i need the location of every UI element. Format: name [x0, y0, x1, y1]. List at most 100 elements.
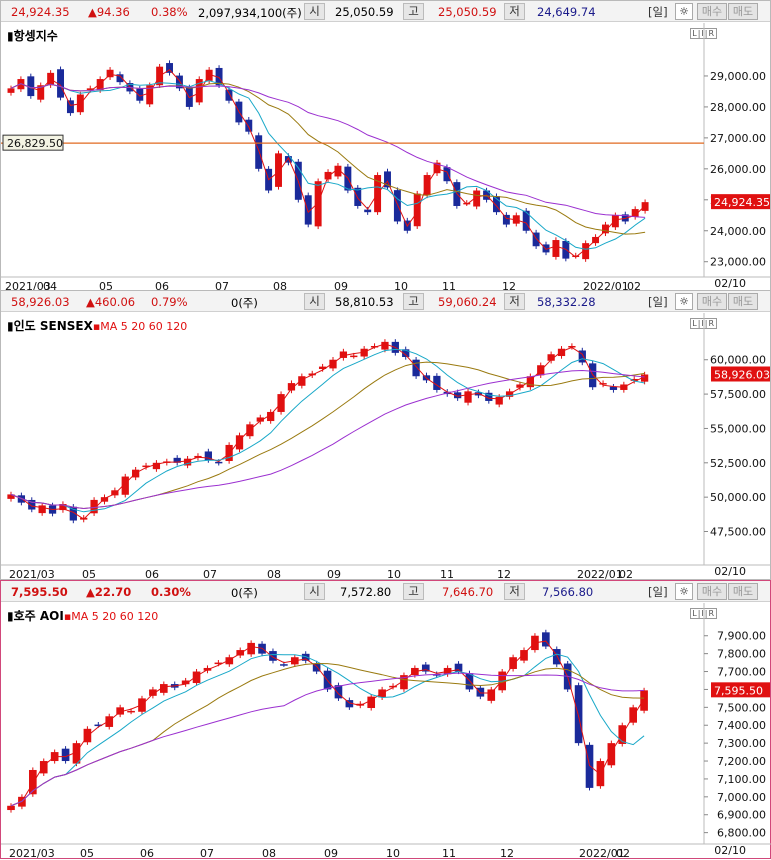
candle-body: [400, 675, 408, 690]
candle-body: [607, 743, 616, 766]
x-tick-label: 02: [627, 280, 641, 293]
candle-body: [215, 67, 223, 86]
candle-body: [611, 215, 619, 228]
low-value: 58,332.28: [537, 295, 596, 309]
candle-body: [402, 349, 410, 357]
candle-body: [354, 187, 362, 206]
candle-body: [381, 341, 389, 350]
candle-body: [235, 435, 244, 450]
open-label: 시: [304, 583, 325, 600]
chart-panel-sensex[interactable]: 58,926.03 ▲460.06 0.79% 0(주) 시 58,810.53…: [0, 290, 771, 581]
candle-body: [215, 461, 223, 464]
open-value: 25,050.59: [335, 5, 394, 19]
candle-body: [7, 494, 15, 499]
buy-button[interactable]: 매수: [697, 3, 727, 20]
y-tick-label: 7,700.00: [717, 666, 766, 679]
period-selector[interactable]: [일]: [648, 5, 668, 19]
candle-body: [542, 632, 550, 647]
candle-body: [314, 181, 322, 227]
x-tick-label: 05: [80, 847, 94, 860]
candle-body: [29, 769, 37, 795]
chart-title-text: 인도 SENSEX: [13, 319, 93, 333]
ma120-line: [10, 672, 645, 807]
candle-body: [255, 135, 263, 169]
current-price: 24,924.35: [11, 5, 70, 19]
candle-body: [256, 417, 264, 422]
ma120-line: [10, 83, 646, 218]
candle-body: [247, 642, 255, 655]
y-tick-label: 27,000.00: [710, 132, 766, 145]
x-tick-label: 06: [155, 280, 169, 293]
date-end: 02/10: [714, 565, 746, 578]
candle-body: [578, 350, 586, 363]
candle-body: [454, 392, 462, 399]
quote-header: 24,924.35 ▲94.36 0.38% 2,097,934,100(주) …: [1, 1, 770, 22]
aoi-chart: 7,900.007,800.007,700.007,600.007,500.00…: [1, 603, 771, 860]
chart-panel-hangseng[interactable]: 24,924.35 ▲94.36 0.38% 2,097,934,100(주) …: [0, 0, 771, 293]
candle-body: [389, 685, 397, 688]
x-tick-label: 11: [442, 280, 456, 293]
candle-body: [175, 75, 183, 89]
current-price-tag-label: 24,924.35: [714, 196, 770, 209]
settings-icon[interactable]: ☼: [675, 583, 693, 600]
chart-panel-aoi[interactable]: 7,595.50 ▲22.70 0.30% 0(주) 시 7,572.80 고 …: [0, 580, 771, 860]
y-tick-label: 47,500.00: [710, 526, 766, 539]
candle-body: [225, 89, 233, 101]
x-tick-label: 02: [616, 847, 630, 860]
candle-body: [640, 374, 649, 382]
settings-icon[interactable]: ☼: [675, 3, 693, 20]
y-tick-label: 23,000.00: [710, 256, 766, 269]
current-price-tag-label: 7,595.50: [714, 684, 763, 697]
candle-body: [464, 391, 472, 403]
buy-button[interactable]: 매수: [697, 583, 727, 600]
period-selector[interactable]: [일]: [648, 585, 668, 599]
candle-body: [146, 85, 154, 105]
candle-body: [585, 744, 594, 788]
candle-body: [574, 685, 583, 744]
candle-body: [69, 506, 77, 521]
x-tick-label: 11: [440, 568, 454, 581]
candle-body: [267, 411, 275, 422]
candle-body: [149, 689, 157, 696]
candle-body: [121, 476, 129, 495]
buy-button[interactable]: 매수: [697, 293, 727, 310]
x-tick-label: 2022/01: [583, 280, 629, 293]
x-tick-label: 08: [273, 280, 287, 293]
price-change: ▲94.36: [88, 5, 130, 19]
candle-body: [502, 214, 510, 225]
y-tick-label: 7,900.00: [717, 630, 766, 643]
candle-body: [100, 497, 109, 502]
candle-body: [412, 359, 420, 377]
x-tick-label: 2021/03: [9, 568, 55, 581]
candle-body: [609, 386, 618, 390]
candle-body: [443, 167, 451, 182]
x-tick-label: 07: [215, 280, 229, 293]
sell-button[interactable]: 매도: [728, 3, 758, 20]
x-tick-label: 11: [442, 847, 456, 860]
volume: 2,097,934,100(주): [198, 6, 302, 20]
ma20-line: [10, 653, 645, 807]
ma20-line: [10, 80, 646, 250]
candle-body: [345, 700, 354, 708]
settings-icon[interactable]: ☼: [675, 293, 693, 310]
candle-body: [195, 79, 203, 103]
candle-body: [280, 664, 288, 666]
candle-body: [640, 690, 648, 711]
y-tick-label: 57,500.00: [710, 388, 766, 401]
candle-body: [37, 85, 45, 100]
sell-button[interactable]: 매도: [728, 583, 758, 600]
reference-label: 26,829.50: [7, 137, 63, 150]
sell-button[interactable]: 매도: [728, 293, 758, 310]
period-selector[interactable]: [일]: [648, 295, 668, 309]
candle-body: [90, 499, 98, 514]
y-tick-label: 60,000.00: [710, 354, 766, 367]
price-change-pct: 0.38%: [151, 5, 188, 19]
candle-body: [370, 345, 379, 348]
candle-body: [356, 703, 365, 706]
x-tick-label: 10: [387, 568, 401, 581]
candle-body: [629, 707, 637, 723]
high-label: 고: [403, 3, 424, 20]
chart-title-text: 항셍지수: [13, 29, 58, 43]
candle-body: [173, 457, 181, 463]
ma60-line: [10, 361, 645, 510]
